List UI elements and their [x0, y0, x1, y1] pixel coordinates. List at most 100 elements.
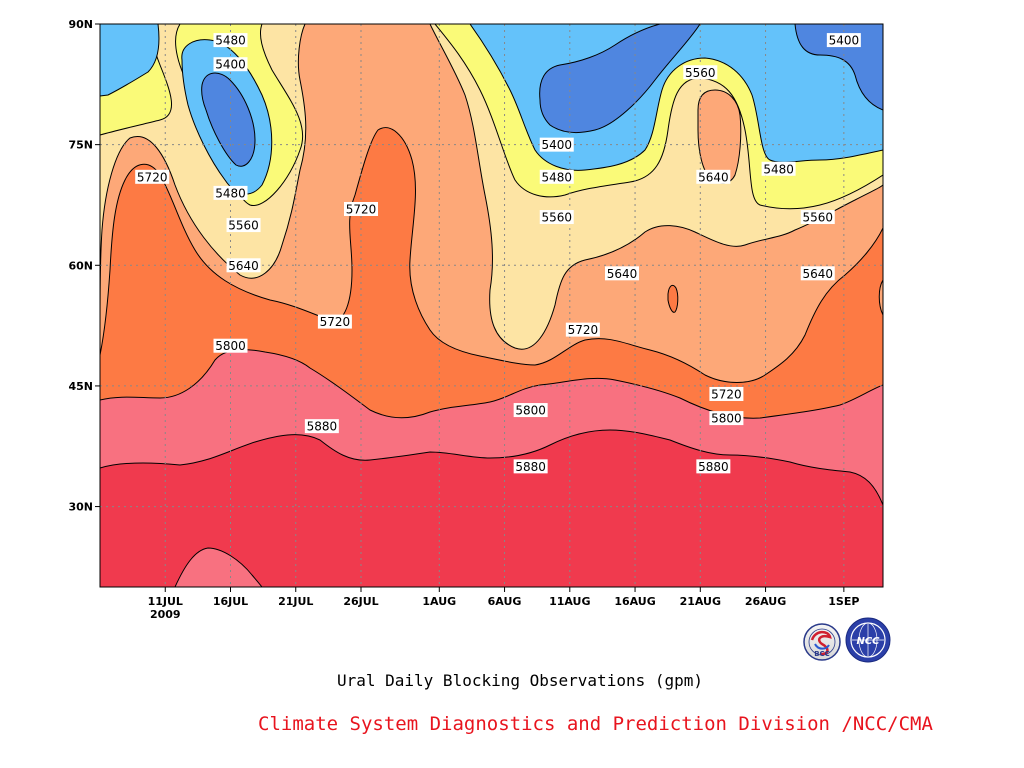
y-tick-label: 60N: [68, 259, 93, 272]
contour-fill: [100, 24, 883, 587]
contour-label-box: [565, 322, 600, 337]
band-5720-blob: [667, 284, 679, 313]
contour-label-box: [513, 403, 548, 418]
contour-label-value: 5560: [802, 211, 833, 225]
contour-label: 5560: [226, 218, 261, 233]
band-5400-left: [100, 24, 160, 97]
x-tick-label: 6AUG: [488, 595, 522, 608]
contour-label-value: 5400: [215, 58, 246, 72]
contour-label-box: [213, 33, 248, 48]
contour-label-value: 5640: [802, 267, 833, 281]
y-tick-label: 30N: [68, 501, 93, 514]
x-tick-label: 16AUG: [614, 595, 655, 608]
band-5640-blob: [697, 89, 742, 184]
x-tick-label: 1SEP: [828, 595, 859, 608]
contour-label-box: [513, 459, 548, 474]
contour-label: 5560: [800, 210, 835, 225]
contour-label: 5480: [213, 185, 248, 200]
contour-label-box: [539, 210, 574, 225]
contour-label-box: [213, 57, 248, 72]
contour-label: 5880: [513, 459, 548, 474]
contour-label: 5640: [605, 266, 639, 281]
contour-label-value: 5720: [320, 315, 351, 329]
contour-label: 5720: [135, 169, 170, 184]
contour-label: 5640: [800, 266, 835, 281]
contour-label-box: [709, 386, 744, 401]
contour-label-value: 5880: [698, 460, 729, 474]
contour-label-box: [800, 266, 835, 281]
contour-label-box: [213, 185, 248, 200]
contour-label-value: 5720: [137, 170, 168, 184]
contour-label: 5720: [565, 322, 600, 337]
contour-label-value: 5480: [541, 170, 572, 184]
contour-label-value: 5720: [568, 323, 599, 337]
x-tick-label: 21AUG: [680, 595, 721, 608]
bcc-logo-text: BCC: [814, 650, 830, 658]
y-tick-label: 45N: [68, 380, 93, 393]
contour-label-box: [317, 314, 352, 329]
contour-label-box: [539, 137, 574, 152]
y-axis: 30N 45N 60N 75N 90N: [68, 18, 100, 514]
contour-label-value: 5560: [228, 219, 259, 233]
contour-label-box: [605, 266, 639, 281]
x-tick-label: 1AUG: [422, 595, 456, 608]
contour-label-value: 5560: [541, 211, 572, 225]
contour-label: 5880: [304, 419, 339, 434]
contour-label: 5480: [539, 169, 574, 184]
contour-label: 5560: [683, 65, 718, 80]
contour-label-value: 5880: [307, 420, 338, 434]
band-5800-blob: [174, 547, 263, 587]
x-tick-label: 26JUL: [343, 595, 378, 608]
credit-line: Climate System Diagnostics and Predictio…: [258, 713, 933, 735]
x-tick-label: 26AUG: [745, 595, 786, 608]
contour-label-box: [304, 419, 339, 434]
contour-label-value: 5480: [215, 186, 246, 200]
bcc-logo: BCC: [803, 623, 841, 661]
contour-label: 5640: [226, 258, 261, 273]
contour-label-value: 5560: [685, 66, 716, 80]
band-5320-left: [201, 72, 256, 167]
contour-label: 5800: [513, 403, 548, 418]
contour-label-box: [709, 411, 744, 426]
contour-label-box: [761, 161, 796, 176]
contour-label-value: 5800: [515, 404, 546, 418]
contour-label-box: [226, 218, 261, 233]
contour-label-value: 5800: [711, 412, 742, 426]
y-tick-label: 75N: [68, 139, 93, 152]
contour-label-value: 5880: [515, 460, 546, 474]
x-axis: 11JUL 16JUL 21JUL 26JUL 1AUG 6AUG 11AUG 16AUG 21…: [148, 587, 859, 621]
contour-label-value: 5640: [698, 170, 729, 184]
chart-title: Ural Daily Blocking Observations (gpm): [336, 671, 704, 690]
contour-label: 5720: [317, 314, 352, 329]
contour-label-value: 5400: [541, 138, 572, 152]
contour-label-value: 5720: [346, 202, 377, 216]
x-tick-label: 11AUG: [549, 595, 590, 608]
x-tick-label: 21JUL: [278, 595, 313, 608]
contour-label-value: 5640: [228, 259, 259, 273]
contour-label: 5400: [826, 33, 861, 48]
y-tick-label: 90N: [68, 18, 93, 31]
contour-label: 5480: [761, 161, 796, 176]
contour-label-box: [683, 65, 718, 80]
plot-frame: [99, 23, 884, 588]
ncc-logo: NCC: [845, 617, 891, 663]
grid: [100, 24, 883, 587]
contour-label-box: [539, 169, 574, 184]
contour-label: 5400: [213, 57, 248, 72]
x-tick-label: 11JUL: [148, 595, 183, 608]
contour-label-value: 5400: [829, 34, 860, 48]
contour-label: 5720: [344, 201, 378, 216]
contour-label-box: [696, 169, 731, 184]
contour-label-value: 5640: [607, 267, 638, 281]
contour-label: 5400: [539, 137, 574, 152]
contour-label-value: 5800: [215, 339, 246, 353]
contour-label-box: [696, 459, 731, 474]
contour-label-box: [800, 210, 835, 225]
contour-label: 5880: [696, 459, 731, 474]
contour-label-value: 5480: [763, 162, 794, 176]
contour-label-box: [226, 258, 261, 273]
contour-label: 5640: [696, 169, 731, 184]
contour-label-value: 5480: [215, 34, 246, 48]
contour-label-box: [135, 169, 170, 184]
